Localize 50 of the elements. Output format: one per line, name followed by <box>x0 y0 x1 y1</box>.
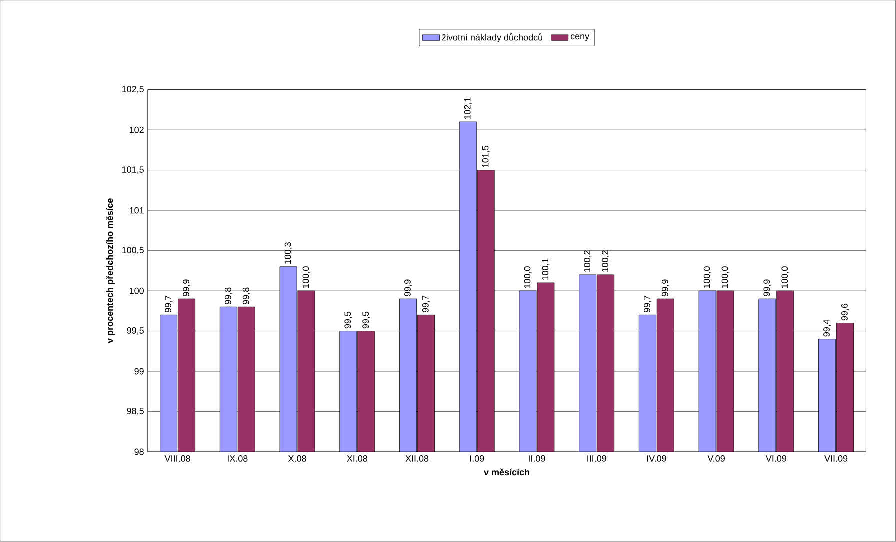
y-tick-label: 100,5 <box>122 247 144 255</box>
x-tick-label: III.09 <box>588 456 606 462</box>
x-tick-label: VII.09 <box>824 456 848 462</box>
data-label: 99,9 <box>764 280 772 297</box>
x-tick-label: XII.08 <box>406 456 429 462</box>
y-tick-label: 99,5 <box>127 328 144 336</box>
data-label: 99,8 <box>224 288 232 305</box>
y-tick-label: 98,5 <box>127 408 144 416</box>
x-axis-title: v měsících <box>484 468 530 476</box>
data-label: 99,5 <box>344 312 352 329</box>
x-tick-label: X.08 <box>288 456 306 462</box>
data-label: 100,3 <box>284 242 292 264</box>
data-label: 99,9 <box>662 280 670 297</box>
legend-label: ceny <box>570 34 590 42</box>
x-tick-label: IX.08 <box>228 456 248 462</box>
data-label: 100,0 <box>782 266 790 288</box>
y-tick-label: 100 <box>130 288 144 294</box>
data-label: 99,9 <box>183 280 190 297</box>
data-label: 102,1 <box>464 98 472 120</box>
x-tick-label: I.09 <box>470 456 484 462</box>
y-tick-label: 99 <box>134 368 144 375</box>
data-label: 99,7 <box>644 296 652 313</box>
data-label: 99,7 <box>165 296 173 313</box>
y-tick-label: 101,5 <box>122 166 144 174</box>
data-label: 99,9 <box>404 280 412 297</box>
y-tick-label: 102,5 <box>122 86 144 94</box>
x-tick-label: V.09 <box>708 456 725 462</box>
data-label: 101,5 <box>482 146 490 168</box>
data-label: 100,2 <box>584 250 592 272</box>
y-tick-label: 102 <box>130 126 144 134</box>
x-tick-label: VI.09 <box>766 456 786 462</box>
x-tick-label: XI.08 <box>347 456 368 462</box>
data-label: 99,5 <box>362 312 370 329</box>
data-label: 100,0 <box>302 266 310 288</box>
data-label: 100,0 <box>704 266 712 288</box>
y-axis-title: v procentech předchozího měsíce <box>106 198 115 344</box>
data-label: 100,2 <box>602 250 610 272</box>
data-label: 100,0 <box>524 266 532 288</box>
x-tick-label: VIII.08 <box>164 456 190 462</box>
x-tick-label: IV.09 <box>647 456 666 462</box>
y-tick-label: 98 <box>134 448 144 456</box>
data-label: 100,1 <box>542 258 550 280</box>
x-tick-label: II.09 <box>529 456 546 462</box>
legend-label: životní náklady důchodců <box>442 33 542 43</box>
data-label: 99,6 <box>842 304 849 321</box>
data-label: 99,4 <box>824 320 831 337</box>
data-label: 99,7 <box>422 296 430 313</box>
data-label: 99,8 <box>242 288 250 305</box>
y-tick-label: 101 <box>130 207 144 214</box>
data-label: 100,0 <box>722 266 730 288</box>
